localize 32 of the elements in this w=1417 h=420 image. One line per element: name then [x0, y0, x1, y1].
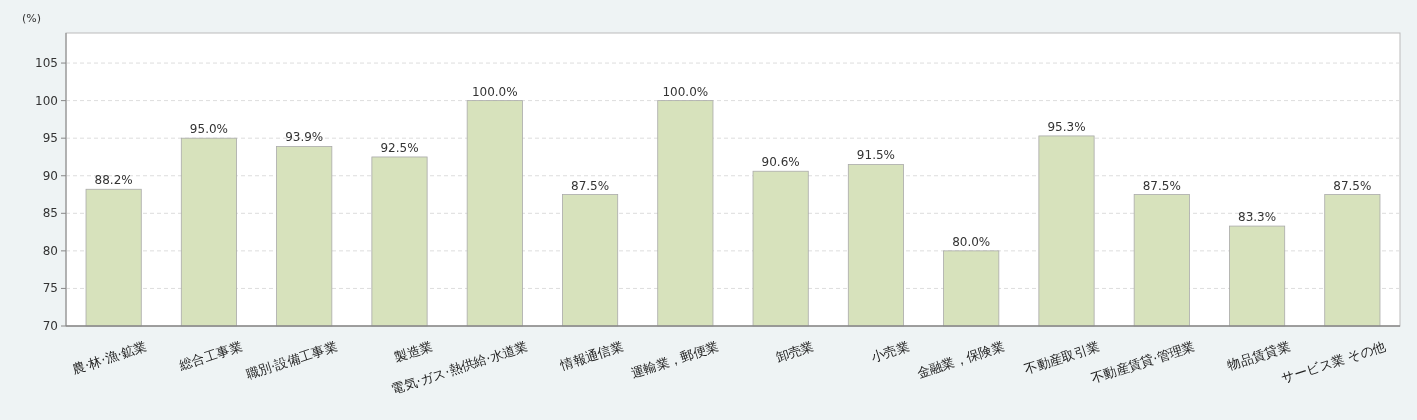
y-tick-label: 95: [42, 131, 58, 146]
x-tick-label: 金融業，保険業: [914, 338, 1007, 381]
x-tick-label: 卸売業: [773, 338, 816, 365]
x-tick-label: 農·林·漁·鉱業: [70, 338, 149, 377]
y-tick-label: 85: [42, 206, 58, 221]
data-label: 95.0%: [189, 122, 228, 137]
y-tick-label: 70: [42, 319, 58, 333]
data-label: 93.9%: [285, 130, 324, 145]
x-tick-label: 情報通信業: [557, 338, 625, 374]
data-label: 83.3%: [1238, 210, 1277, 225]
y-axis-title: (%): [22, 12, 42, 25]
x-tick-label: 小売業: [869, 338, 911, 365]
data-label: 87.5%: [571, 178, 610, 193]
data-label: 100.0%: [471, 84, 518, 99]
y-tick-label: 75: [42, 281, 58, 296]
data-label: 92.5%: [380, 140, 419, 155]
data-label: 95.3%: [1047, 119, 1086, 134]
x-tick-label: 総合工事業: [176, 338, 244, 374]
data-label: 80.0%: [952, 234, 991, 249]
x-tick-label: 運輸業，郵便業: [629, 338, 721, 381]
x-tick-label: 製造業: [392, 338, 435, 365]
data-label: 91.5%: [856, 148, 895, 163]
y-tick-label: 105: [35, 56, 58, 71]
data-label: 100.0%: [662, 84, 709, 99]
x-tick-label: 職別·設備工事業: [244, 338, 340, 383]
data-label: 90.6%: [761, 155, 800, 170]
data-label: 87.5%: [1142, 178, 1181, 193]
y-tick-label: 80: [42, 243, 58, 258]
y-tick-label: 90: [42, 168, 58, 183]
data-label: 87.5%: [1333, 178, 1372, 193]
data-label: 88.2%: [94, 173, 133, 188]
y-tick-label: 100: [35, 93, 58, 108]
